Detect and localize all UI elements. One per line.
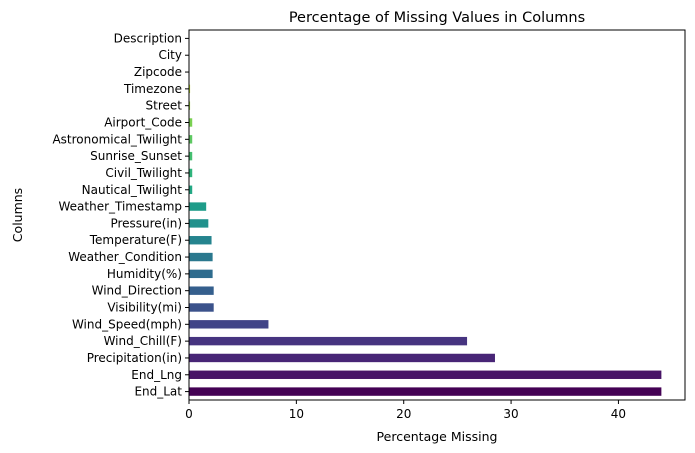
bar-visibility-mi (189, 303, 214, 312)
bar-street (189, 101, 191, 110)
bar-temperature-f (189, 236, 212, 245)
bar-weather-condition (189, 252, 213, 262)
bars-group (189, 84, 662, 396)
x-tick-label: 40 (611, 407, 626, 421)
y-tick-label: Pressure(in) (110, 216, 182, 230)
y-tick-label: Visibility(mi) (107, 301, 182, 315)
x-axis-label: Percentage Missing (377, 429, 498, 444)
x-tick-label: 30 (503, 407, 518, 421)
y-tick-label: Airport_Code (104, 116, 182, 130)
bar-humidity (189, 269, 213, 279)
bar-sunrise-sunset (189, 151, 193, 161)
y-tick-label: Wind_Direction (92, 284, 182, 298)
bar-timezone (189, 84, 191, 94)
y-tick-label: Civil_Twilight (105, 166, 182, 180)
y-tick-label: Humidity(%) (107, 267, 182, 281)
bar-wind-chill-f (189, 336, 468, 346)
x-tick-label: 0 (185, 407, 193, 421)
y-tick-label: Sunrise_Sunset (90, 149, 182, 163)
y-tick-label: Nautical_Twilight (82, 183, 183, 197)
y-tick-label: End_Lng (131, 368, 182, 382)
bar-nautical-twilight (189, 185, 193, 194)
bar-airport-code (189, 118, 193, 127)
bar-end-lng (189, 370, 662, 379)
plot-frame (188, 29, 686, 401)
y-tick-label: Weather_Condition (68, 250, 182, 264)
y-tick-label: Timezone (123, 82, 182, 96)
bar-pressure-in (189, 219, 209, 228)
x-tick-label: 20 (396, 407, 411, 421)
y-tick-label: Weather_Timestamp (58, 200, 182, 214)
y-tick-label: End_Lat (134, 385, 182, 399)
y-tick-label: Precipitation(in) (87, 351, 182, 365)
y-tick-label: Astronomical_Twilight (52, 132, 182, 146)
bar-end-lat (189, 387, 662, 396)
bar-astronomical-twilight (189, 135, 193, 144)
bar-precipitation-in (189, 353, 495, 363)
bar-civil-twilight (189, 168, 193, 178)
y-tick-label: Street (146, 99, 183, 113)
y-ticks-group: End_Lat End_Lng Precipitation(in) Wind_Chil… (52, 31, 189, 399)
chart-title: Percentage of Missing Values in Columns (289, 10, 585, 26)
y-axis-label: Columns (10, 188, 25, 242)
y-tick-label: Temperature(F) (89, 233, 182, 247)
bar-wind-speed-mph (189, 320, 269, 329)
y-tick-label: City (158, 48, 182, 62)
y-tick-label: Wind_Chill(F) (104, 334, 182, 348)
bar-weather-timestamp (189, 202, 207, 211)
y-tick-label: Description (114, 31, 182, 45)
x-ticks-group: 0 10 20 30 40 (185, 400, 626, 421)
y-tick-label: Wind_Speed(mph) (72, 317, 182, 331)
x-tick-label: 10 (289, 407, 304, 421)
bar-wind-direction (189, 286, 214, 295)
y-tick-label: Zipcode (134, 65, 182, 79)
